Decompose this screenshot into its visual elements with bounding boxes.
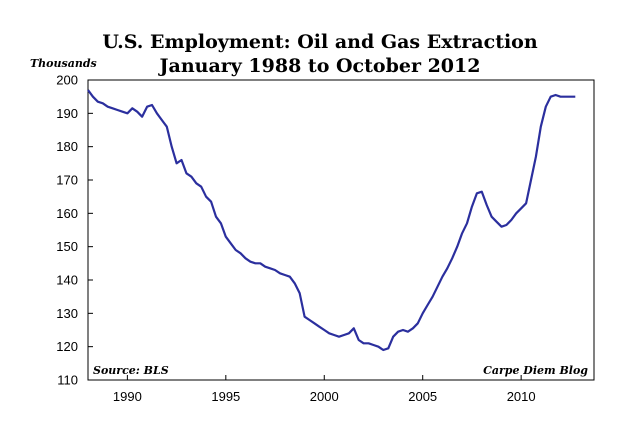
plot-frame xyxy=(87,79,595,381)
x-tick-label: 2010 xyxy=(507,389,536,404)
y-tick-label: 110 xyxy=(57,373,78,388)
y-axis: 110 120 130 140 150 160 170 180 190 200 xyxy=(56,73,93,388)
y-tick-label: 180 xyxy=(56,139,78,154)
source-note: Source: BLS xyxy=(93,364,169,377)
chart-title: U.S. Employment: Oil and Gas Extraction xyxy=(102,31,538,53)
y-tick-label: 140 xyxy=(56,273,78,288)
y-tick-label: 190 xyxy=(56,106,78,121)
x-tick-label: 2000 xyxy=(310,389,339,404)
y-tick-label: 120 xyxy=(56,339,78,354)
y-tick-label: 160 xyxy=(56,206,78,221)
chart-subtitle: January 1988 to October 2012 xyxy=(159,55,481,77)
y-tick-label: 200 xyxy=(56,73,78,88)
x-axis: 1990 1995 2000 2005 2010 xyxy=(113,375,536,404)
x-tick-label: 2005 xyxy=(408,389,437,404)
y-tick-label: 130 xyxy=(56,306,78,321)
y-axis-label: Thousands xyxy=(30,57,97,70)
series-line xyxy=(87,89,576,352)
x-tick-label: 1990 xyxy=(113,389,142,404)
x-tick-label: 1995 xyxy=(211,389,240,404)
y-tick-label: 150 xyxy=(56,239,78,254)
credit-note: Carpe Diem Blog xyxy=(483,364,588,377)
y-tick-label: 170 xyxy=(56,173,78,188)
